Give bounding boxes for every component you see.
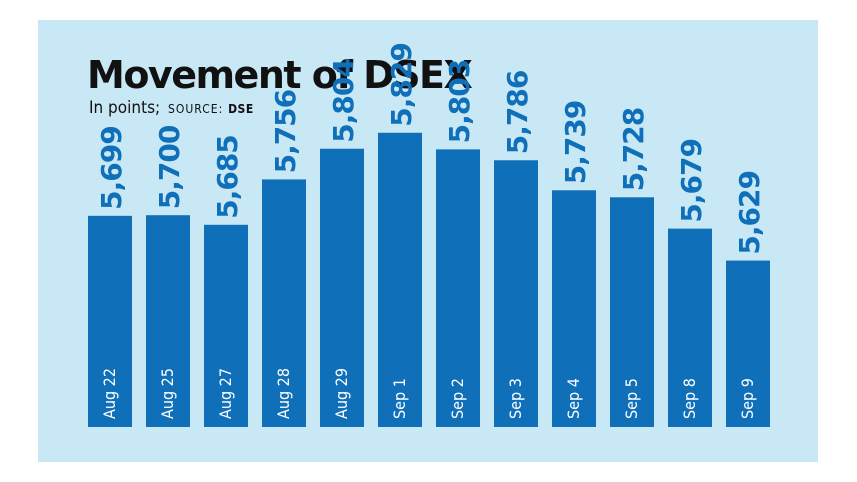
category-label: Aug 29 [332,368,351,419]
category-label: Sep 4 [564,378,583,419]
category-label: Sep 1 [390,378,409,419]
category-label: Sep 8 [680,378,699,419]
value-label: 5,804 [327,59,360,143]
bar [436,149,480,427]
value-label: 5,700 [153,125,186,209]
category-label: Sep 5 [622,378,641,419]
source-label: SOURCE: [168,102,224,116]
value-label: 5,679 [675,139,708,223]
source-value: DSE [228,102,254,116]
value-label: 5,786 [501,71,534,155]
bar [552,190,596,427]
bar [88,215,132,427]
value-label: 5,728 [617,108,650,192]
value-label: 5,803 [443,60,476,144]
category-label: Aug 22 [100,368,119,419]
category-label: Sep 3 [506,378,525,419]
bar [262,179,306,427]
value-label: 5,699 [95,126,128,210]
bar [204,224,248,427]
bar [494,160,538,427]
category-label: Aug 28 [274,368,293,419]
bar [320,148,364,427]
value-label: 5,629 [733,171,766,255]
value-label: 5,685 [211,135,244,219]
value-label: 5,829 [385,43,418,127]
category-label: Sep 9 [738,378,757,419]
bar [378,132,422,428]
value-label: 5,739 [559,101,592,185]
bar [610,197,654,427]
bar [146,215,190,427]
category-label: Sep 2 [448,378,467,419]
chart-title: Movement of DSEX [87,53,473,97]
category-label: Aug 25 [158,368,177,419]
bar [668,228,712,427]
bar [726,260,770,427]
value-label: 5,756 [269,90,302,174]
category-label: Aug 27 [216,368,235,419]
units-label: In points; [89,98,161,118]
chart-subtitle: In points; SOURCE: DSE [89,100,254,117]
